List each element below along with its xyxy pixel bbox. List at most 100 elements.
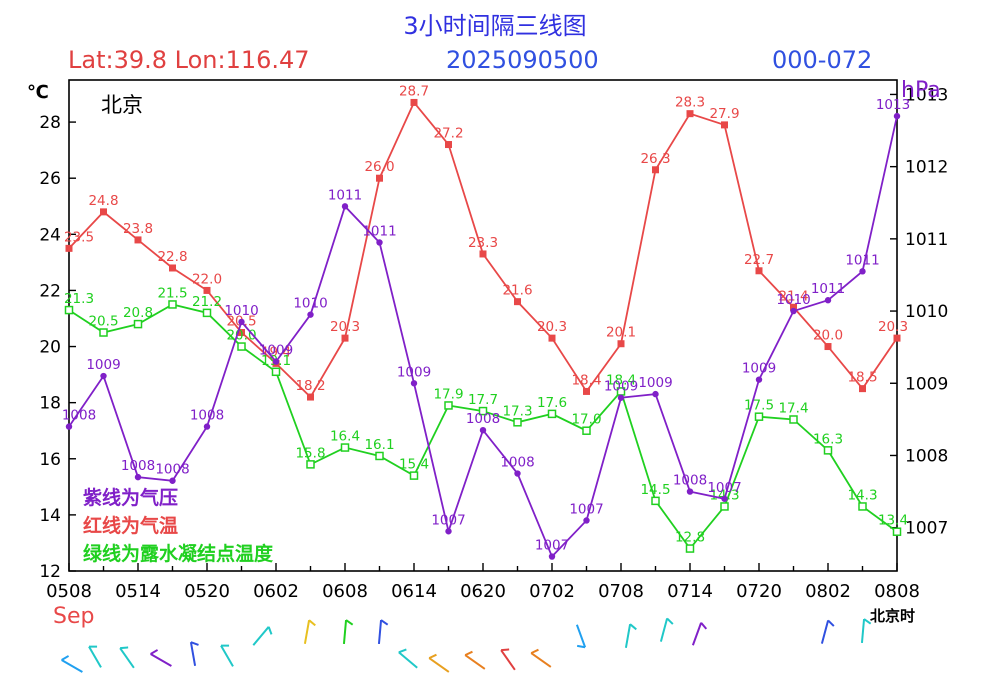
data-label: 22.8 <box>157 249 187 265</box>
lat-lon-label: Lat:39.8 Lon:116.47 <box>68 46 310 74</box>
data-label: 28.3 <box>675 95 705 111</box>
data-label: 1010 <box>776 292 810 308</box>
data-point <box>409 471 419 480</box>
wind-barb-shaft <box>530 652 552 668</box>
data-point <box>824 343 832 351</box>
wind-barb <box>377 619 389 645</box>
wind-barb-shaft <box>659 618 669 642</box>
wind-barb-flag <box>88 645 98 648</box>
data-label: 26.3 <box>640 151 670 167</box>
wind-barb-shaft <box>303 620 311 644</box>
data-point <box>376 174 383 182</box>
data-label: 1013 <box>876 97 910 113</box>
data-point <box>376 239 383 246</box>
data-point <box>686 488 694 495</box>
left-tick-label: 16 <box>39 450 61 470</box>
data-point <box>686 110 694 118</box>
wind-barb <box>220 644 234 667</box>
data-label: 20.0 <box>226 328 256 344</box>
data-point <box>548 553 556 560</box>
data-label: 14.5 <box>640 482 670 498</box>
data-point <box>169 264 176 272</box>
data-point <box>790 307 797 315</box>
data-point <box>134 236 142 244</box>
forecast-range-label: 000-072 <box>772 46 873 74</box>
data-label: 1008 <box>62 408 96 424</box>
wind-barb <box>342 619 354 645</box>
data-point <box>755 267 763 275</box>
data-label: 15.8 <box>295 445 325 461</box>
data-label: 17.4 <box>778 400 808 416</box>
data-label: 20.1 <box>606 325 636 341</box>
data-point <box>893 334 901 342</box>
data-point <box>65 244 73 252</box>
right-tick-label: 1013 <box>905 85 948 105</box>
wind-barb-flag <box>345 619 354 626</box>
wind-barb-shaft <box>342 619 348 645</box>
wind-barb <box>88 645 102 668</box>
data-point <box>133 319 143 329</box>
station-label: 北京 <box>101 93 143 117</box>
wind-barb-flag <box>428 653 437 660</box>
legend-entry: 红线为气温 <box>83 514 178 537</box>
data-label: 1008 <box>673 473 707 489</box>
left-tick-label: 14 <box>39 506 61 526</box>
wind-barb <box>61 655 83 673</box>
right-tick-label: 1007 <box>905 519 948 539</box>
wind-barb-shaft <box>428 657 450 673</box>
data-label: 21.2 <box>192 294 222 310</box>
wind-barb-shaft <box>220 645 234 667</box>
data-point <box>203 286 211 294</box>
data-point <box>685 544 695 553</box>
init-date-label: 2025090500 <box>446 46 599 74</box>
data-point <box>100 208 107 216</box>
x-tick-label: 0614 <box>391 581 437 602</box>
data-point <box>824 297 832 304</box>
wind-barb <box>150 649 172 667</box>
data-label: 17.5 <box>744 398 774 414</box>
data-point <box>789 415 798 424</box>
data-point <box>410 380 418 387</box>
data-point <box>892 527 902 536</box>
data-label: 16.3 <box>813 431 843 447</box>
data-point <box>754 412 764 421</box>
wind-barb-shaft <box>820 620 830 644</box>
data-label: 1007 <box>431 512 465 528</box>
data-point <box>617 394 625 401</box>
data-label: 27.9 <box>709 106 739 122</box>
data-label: 24.8 <box>88 193 118 209</box>
data-label: 1007 <box>535 538 569 554</box>
wind-barb <box>691 622 708 646</box>
data-point <box>99 328 108 337</box>
data-point <box>721 495 728 502</box>
data-point <box>859 268 866 275</box>
data-point <box>583 387 590 395</box>
wind-barb <box>500 648 516 671</box>
data-point <box>64 305 74 315</box>
right-tick-label: 1010 <box>905 302 948 322</box>
chart-title: 3小时间隔三线图 <box>403 12 587 40</box>
data-point <box>169 477 176 484</box>
x-axis-label: 北京时 <box>870 607 915 625</box>
data-point <box>100 372 107 380</box>
data-point <box>721 121 728 129</box>
wind-barb-shaft <box>464 654 486 670</box>
data-label: 16.1 <box>364 437 394 453</box>
data-point <box>340 443 350 452</box>
data-label: 1009 <box>259 343 293 359</box>
data-point <box>652 166 659 174</box>
data-label: 14.3 <box>709 487 739 503</box>
data-point <box>65 423 73 430</box>
data-point <box>651 496 660 506</box>
data-point <box>859 385 866 393</box>
wind-barb-shaft <box>500 649 516 671</box>
wind-barb-flag <box>576 644 586 649</box>
x-tick-label: 0514 <box>115 581 161 602</box>
x-tick-label: 0602 <box>253 581 299 602</box>
data-label: 27.2 <box>433 126 463 142</box>
data-label: 18.4 <box>606 372 636 388</box>
data-point <box>583 517 590 524</box>
data-label: 20.5 <box>88 314 118 330</box>
data-point <box>479 250 487 258</box>
